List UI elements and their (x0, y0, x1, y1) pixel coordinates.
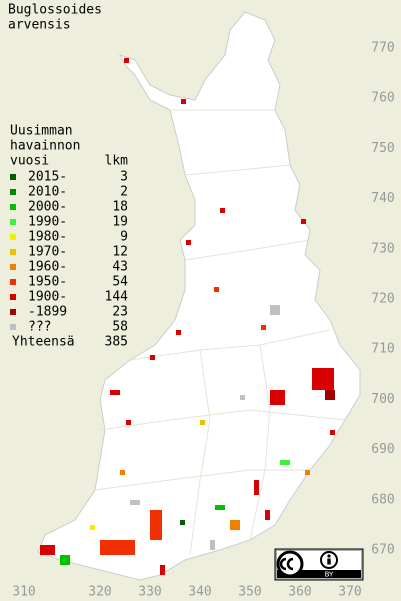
legend-label: 2015- (28, 170, 67, 185)
legend-count: 18 (112, 200, 128, 215)
observation-squares (40, 58, 335, 575)
legend-total: 385 (105, 335, 128, 350)
y-coordinate-label: 730 (371, 241, 394, 256)
y-coordinate-label: 770 (371, 41, 394, 56)
y-coordinate-label: 670 (371, 543, 394, 558)
legend-heading: vuosi (10, 154, 49, 169)
legend-swatch (10, 204, 16, 210)
region-borders (94, 109, 346, 556)
legend-heading: havainnon (10, 139, 80, 154)
legend-swatch (10, 264, 16, 270)
title-line: Buglossoides (8, 3, 102, 18)
y-coordinate-label: 760 (371, 91, 394, 106)
legend-swatch (10, 234, 16, 240)
legend-label: 1960- (28, 260, 67, 275)
y-coordinate-label: 680 (371, 492, 394, 507)
legend-swatch (10, 249, 16, 255)
legend-label: -1899 (28, 305, 67, 320)
x-coordinate-label: 340 (188, 585, 211, 600)
license-badge: BY (274, 548, 364, 581)
legend-count: 43 (112, 260, 128, 275)
y-coordinate-label: 690 (371, 442, 394, 457)
x-coordinate-label: 320 (88, 585, 111, 600)
legend-swatch (10, 174, 16, 180)
legend-count: 2 (120, 185, 128, 200)
legend-swatch (10, 189, 16, 195)
y-coordinate-label: 700 (371, 392, 394, 407)
y-coordinate-label: 740 (371, 191, 394, 206)
legend-count: 9 (120, 230, 128, 245)
legend-swatch (10, 309, 16, 315)
x-coordinate-label: 370 (338, 585, 361, 600)
legend-swatch (10, 279, 16, 285)
legend-count: 54 (112, 275, 128, 290)
legend-label: 2010- (28, 185, 67, 200)
y-coordinate-label: 750 (371, 141, 394, 156)
legend-swatch (10, 219, 16, 225)
legend-label: ??? (28, 320, 51, 335)
legend-label: 1980- (28, 230, 67, 245)
x-coordinate-label: 360 (288, 585, 311, 600)
legend-heading: Uusimman (10, 124, 73, 139)
legend-label: 1950- (28, 275, 67, 290)
legend-label: 1970- (28, 245, 67, 260)
legend-count: 144 (105, 290, 129, 305)
legend-label: 2000- (28, 200, 67, 215)
title-line: arvensis (8, 18, 71, 33)
legend-count-heading: lkm (105, 154, 129, 169)
legend-total-label: Yhteensä (12, 335, 75, 350)
legend-swatch (10, 294, 16, 300)
y-coordinate-label: 710 (371, 342, 394, 357)
legend-label: 1990- (28, 215, 67, 230)
legend-count: 19 (112, 215, 128, 230)
license-label: BY (325, 571, 334, 579)
x-coordinate-label: 330 (138, 585, 161, 600)
legend-swatch (10, 324, 16, 330)
x-coordinate-label: 310 (12, 585, 35, 600)
y-coordinate-label: 720 (371, 292, 394, 307)
legend-count: 23 (112, 305, 128, 320)
legend-count: 12 (112, 245, 128, 260)
legend-count: 58 (112, 320, 128, 335)
legend-label: 1900- (28, 290, 67, 305)
legend-count: 3 (120, 170, 128, 185)
x-coordinate-label: 350 (238, 585, 261, 600)
